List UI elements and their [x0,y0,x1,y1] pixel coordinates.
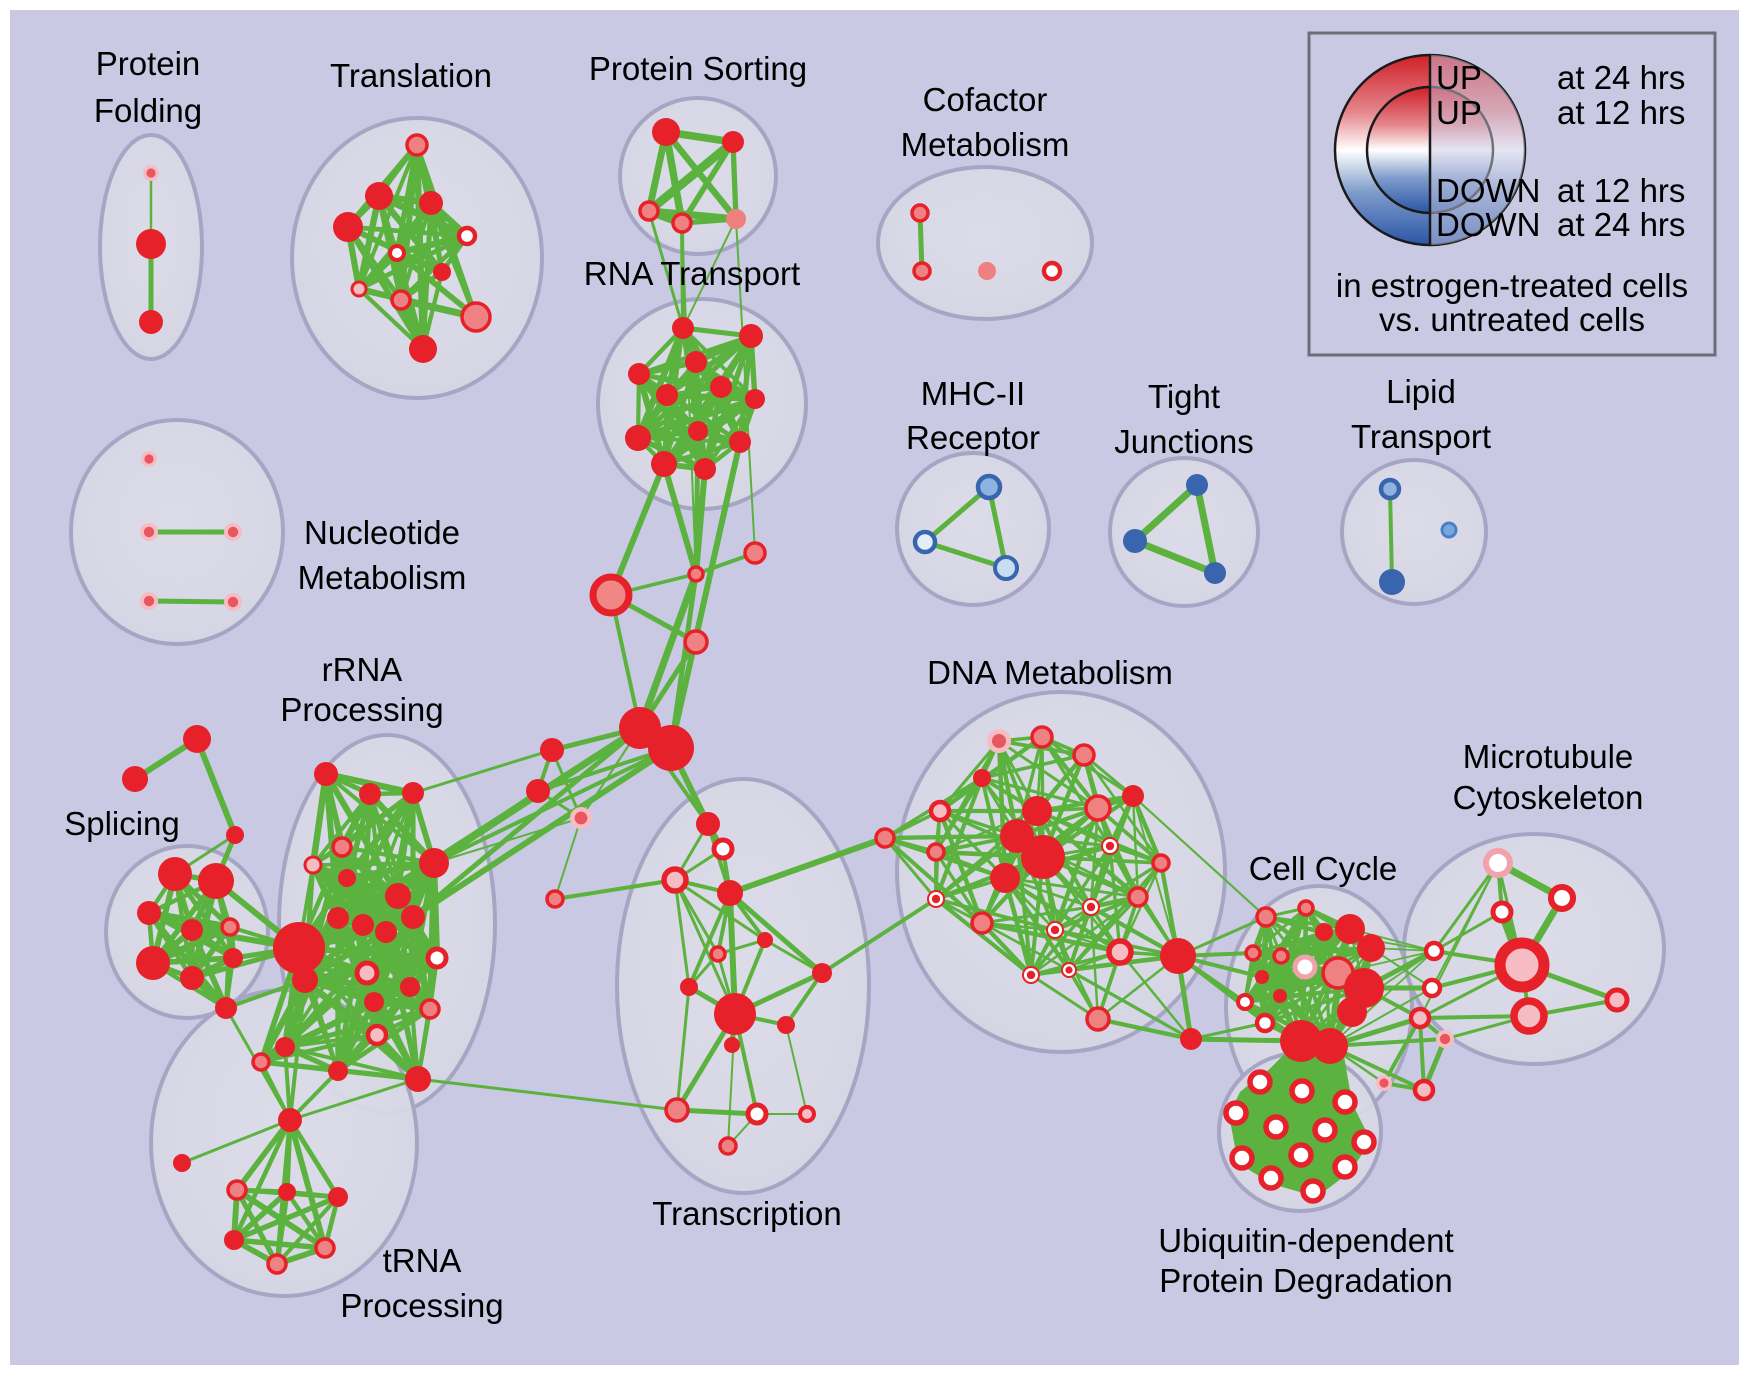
svg-text:Cytoskeleton: Cytoskeleton [1453,779,1644,816]
svg-text:Protein Sorting: Protein Sorting [589,50,807,87]
svg-text:Transport: Transport [1351,418,1491,455]
svg-text:at 24 hrs: at 24 hrs [1557,206,1685,243]
svg-text:Splicing: Splicing [64,805,180,842]
svg-text:Cofactor: Cofactor [923,81,1048,118]
svg-text:Processing: Processing [280,691,443,728]
svg-text:Cell Cycle: Cell Cycle [1249,850,1398,887]
svg-text:Metabolism: Metabolism [298,559,467,596]
svg-text:UP: UP [1436,94,1482,131]
svg-text:tRNA: tRNA [383,1242,462,1279]
svg-text:at 12 hrs: at 12 hrs [1557,94,1685,131]
svg-text:Microtubule: Microtubule [1463,738,1634,775]
svg-text:rRNA: rRNA [322,651,403,688]
svg-text:Protein Degradation: Protein Degradation [1159,1262,1453,1299]
svg-text:Ubiquitin-dependent: Ubiquitin-dependent [1158,1222,1453,1259]
svg-text:at 12 hrs: at 12 hrs [1557,172,1685,209]
svg-text:UP: UP [1436,59,1482,96]
svg-text:Folding: Folding [94,92,202,129]
svg-text:Junctions: Junctions [1114,423,1253,460]
svg-text:Protein: Protein [96,45,201,82]
svg-text:vs. untreated cells: vs. untreated cells [1379,301,1645,338]
svg-text:DNA Metabolism: DNA Metabolism [927,654,1173,691]
svg-text:Nucleotide: Nucleotide [304,514,460,551]
svg-text:Metabolism: Metabolism [901,126,1070,163]
svg-text:Tight: Tight [1148,378,1220,415]
svg-text:Lipid: Lipid [1386,373,1456,410]
svg-text:Processing: Processing [340,1287,503,1324]
svg-text:at 24 hrs: at 24 hrs [1557,59,1685,96]
svg-text:DOWN: DOWN [1436,172,1540,209]
svg-text:MHC-II: MHC-II [921,375,1025,412]
svg-text:in estrogen-treated cells: in estrogen-treated cells [1336,267,1688,304]
svg-text:RNA Transport: RNA Transport [584,255,800,292]
svg-text:Receptor: Receptor [906,419,1040,456]
svg-text:Transcription: Transcription [652,1195,842,1232]
svg-text:Translation: Translation [330,57,492,94]
svg-text:DOWN: DOWN [1436,206,1540,243]
